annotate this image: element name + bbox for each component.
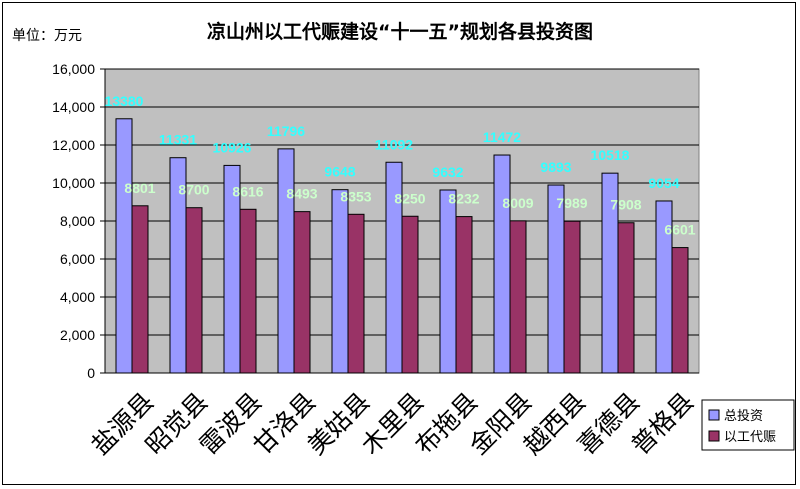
data-label-work: 8353 [340,188,371,204]
data-label-total: 9632 [432,164,463,180]
bar-work [293,211,311,374]
data-label-work: 8801 [124,180,155,196]
data-label-total: 9648 [324,164,355,180]
data-label-work: 8700 [178,182,209,198]
bar-total [331,189,349,374]
data-label-total: 10926 [213,139,252,155]
y-tick-label: 14,000 [52,99,95,115]
chart-title: 凉山州以工代赈建设“十一五”规划各县投资图 [207,20,593,43]
data-label-total: 9054 [648,175,679,191]
legend-swatch-total [708,409,720,421]
bar-work [401,215,419,374]
y-tick-label: 10,000 [52,175,95,191]
bar-work [671,247,689,374]
data-label-work: 7989 [556,195,587,211]
bar-total [493,154,511,374]
bar-work [617,222,635,374]
unit-label: 单位：万元 [12,28,82,44]
legend-label-total: 总投资 [724,408,763,424]
data-label-work: 8250 [394,190,425,206]
legend-box [701,399,795,451]
data-label-total: 13380 [105,93,144,109]
bar-work [563,220,581,374]
legend-label-work: 以工代赈 [724,430,776,445]
bar-work [185,207,203,374]
bar-work [509,220,527,374]
data-label-total: 9893 [540,159,571,175]
bar-work [239,208,257,374]
data-label-work: 8493 [286,186,317,202]
data-label-total: 11796 [267,123,305,139]
bar-total [547,184,565,374]
y-tick-label: 8,000 [60,213,95,229]
data-label-work: 6601 [664,222,695,238]
bar-work [347,213,365,374]
y-tick-label: 2,000 [60,327,95,343]
bar-total [439,189,457,374]
y-tick-label: 12,000 [52,137,95,153]
legend-swatch-work [708,430,720,442]
data-label-work: 8009 [502,195,533,211]
data-label-total: 11092 [375,136,413,152]
x-category-label: 普格县 [626,387,700,461]
legend: 总投资 以工代赈 [701,399,795,451]
y-tick-label: 16,000 [52,61,95,77]
data-label-work: 8616 [232,183,263,199]
y-tick-label: 4,000 [60,289,95,305]
data-label-total: 11331 [159,132,197,148]
data-label-work: 7908 [610,197,641,213]
data-label-total: 10518 [591,147,630,163]
y-tick-label: 0 [87,365,95,381]
bar-total [277,148,295,374]
data-label-work: 8232 [448,191,479,207]
bar-total [115,118,133,374]
bar-work [131,205,149,374]
data-label-total: 11472 [483,129,521,145]
bar-work [455,216,473,374]
y-tick-label: 6,000 [60,251,95,267]
